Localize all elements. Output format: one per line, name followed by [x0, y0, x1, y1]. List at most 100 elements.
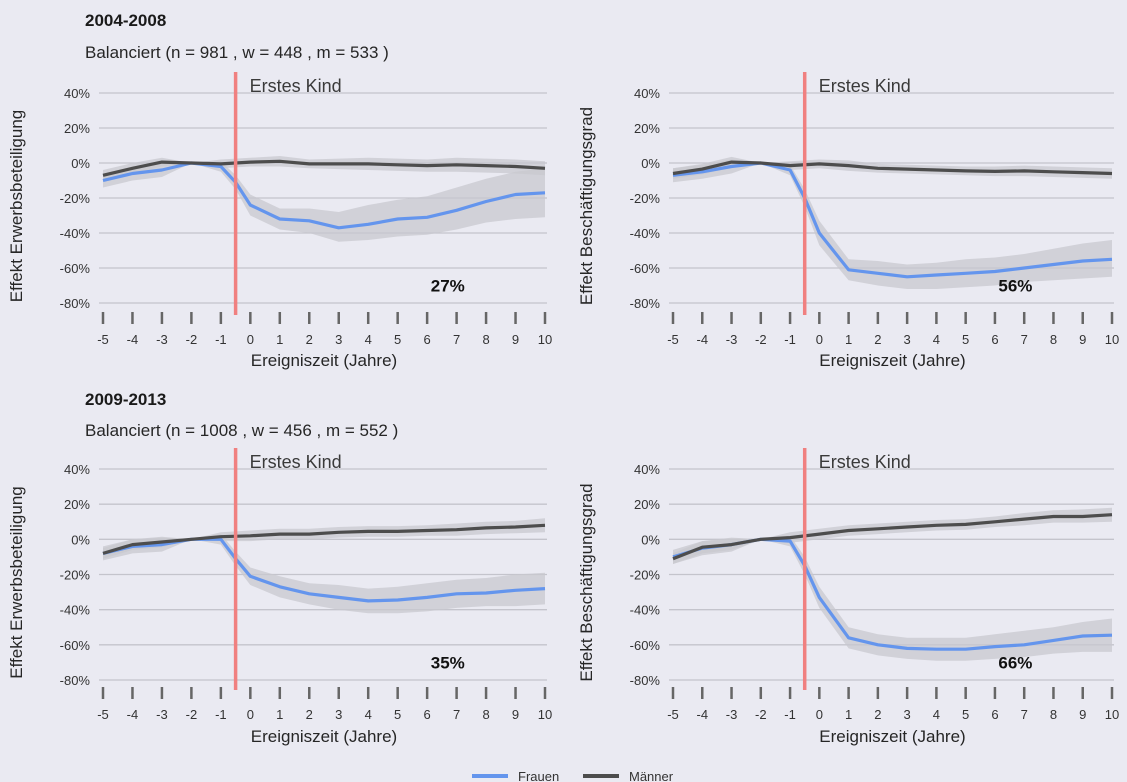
x-tick-label: -3 [156, 707, 168, 722]
x-tick-label: -4 [696, 707, 708, 722]
y-tick-label: 0% [71, 532, 90, 547]
x-tick-label: 7 [1021, 707, 1028, 722]
x-tick-label: -1 [215, 332, 227, 347]
x-tick-label: -2 [186, 707, 198, 722]
section-subtitle-1: Balanciert (n = 981 , w = 448 , m = 533 … [85, 43, 389, 62]
series-line-maenner [102, 159, 546, 177]
y-axis-title: Effekt Beschäftigungsgrad [577, 107, 596, 305]
y-axis-title: Effekt Erwerbsbeteiligung [7, 110, 26, 302]
x-tick-label: -3 [156, 332, 168, 347]
x-tick-label: 5 [962, 332, 969, 347]
y-tick-label: 20% [64, 497, 90, 512]
section-title-1: 2004-2008 [85, 11, 166, 30]
y-axis-title: Effekt Beschäftigungsgrad [577, 483, 596, 681]
x-tick-label: 1 [276, 332, 283, 347]
effect-annotation: 35% [431, 653, 465, 672]
ci-band-maenner [103, 518, 545, 559]
x-axis-title: Ereigniszeit (Jahre) [819, 351, 965, 370]
y-tick-label: -20% [60, 568, 91, 583]
section-subtitle-2: Balanciert (n = 1008 , w = 456 , m = 552… [85, 421, 398, 440]
x-tick-label: 3 [904, 332, 911, 347]
x-tick-label: 4 [933, 332, 940, 347]
x-tick-label: -3 [726, 332, 738, 347]
legend-label-maenner: Männer [629, 769, 674, 782]
x-tick-label: 1 [276, 707, 283, 722]
x-tick-label: -2 [755, 707, 767, 722]
x-tick-label: 5 [394, 332, 401, 347]
x-tick-label: 10 [1105, 332, 1119, 347]
legend: Frauen Männer [472, 769, 674, 782]
effect-annotation: 56% [998, 277, 1032, 296]
ci-band-frauen [673, 159, 1112, 289]
y-tick-label: -60% [60, 638, 91, 653]
x-tick-label: 6 [424, 332, 431, 347]
x-tick-label: -5 [667, 707, 679, 722]
effect-annotation: 27% [431, 277, 465, 296]
ci-band-frauen [103, 534, 545, 614]
x-tick-label: -5 [97, 332, 109, 347]
series-line-maenner [672, 513, 1113, 561]
x-tick-label: 2 [874, 332, 881, 347]
y-tick-label: -80% [60, 296, 91, 311]
x-tick-label: 8 [482, 707, 489, 722]
x-tick-label: 5 [962, 707, 969, 722]
x-axis-title: Ereigniszeit (Jahre) [819, 727, 965, 746]
x-tick-label: -1 [784, 707, 796, 722]
x-tick-label: 9 [1079, 707, 1086, 722]
x-tick-label: 9 [512, 332, 519, 347]
y-tick-label: 40% [64, 462, 90, 477]
series-line-maenner [672, 160, 1113, 176]
panel-top-left: -80% -60% -40% -20% 0% 20% 40% Erstes Kind 27% -5… [7, 72, 552, 370]
y-tick-label: 40% [634, 462, 660, 477]
y-tick-label: 40% [634, 86, 660, 101]
y-tick-label: -80% [630, 296, 661, 311]
x-tick-label: -4 [127, 707, 139, 722]
x-tick-label: 9 [512, 707, 519, 722]
x-tick-label: 4 [933, 707, 940, 722]
x-tick-label: -1 [215, 707, 227, 722]
x-tick-label: -2 [186, 332, 198, 347]
legend-label-frauen: Frauen [518, 769, 559, 782]
x-tick-label: 6 [991, 332, 998, 347]
x-tick-label: 0 [816, 707, 823, 722]
x-tick-label: 4 [365, 707, 372, 722]
y-tick-label: 0% [641, 156, 660, 171]
x-tick-label: 1 [845, 332, 852, 347]
section-title-2: 2009-2013 [85, 390, 166, 409]
x-tick-label: 0 [816, 332, 823, 347]
y-tick-label: 40% [64, 86, 90, 101]
y-tick-label: -40% [60, 226, 91, 241]
x-tick-label: 10 [1105, 707, 1119, 722]
x-tick-label: 7 [1021, 332, 1028, 347]
effect-annotation: 66% [998, 653, 1032, 672]
x-tick-label: 5 [394, 707, 401, 722]
x-tick-label: -4 [696, 332, 708, 347]
x-tick-label: 2 [874, 707, 881, 722]
y-tick-label: 0% [71, 156, 90, 171]
x-tick-label: 10 [538, 332, 552, 347]
x-tick-label: 6 [424, 707, 431, 722]
x-tick-label: 7 [453, 332, 460, 347]
event-label: Erstes Kind [250, 452, 342, 472]
x-tick-label: -1 [784, 332, 796, 347]
ci-band-frauen [103, 161, 545, 242]
y-tick-label: -80% [630, 673, 661, 688]
x-tick-label: 8 [1050, 332, 1057, 347]
y-axis-title: Effekt Erwerbsbeteiligung [7, 486, 26, 678]
x-tick-label: 0 [247, 332, 254, 347]
x-tick-label: 3 [335, 332, 342, 347]
x-tick-label: 9 [1079, 332, 1086, 347]
x-tick-label: -4 [127, 332, 139, 347]
y-tick-label: -60% [60, 261, 91, 276]
event-label: Erstes Kind [819, 452, 911, 472]
y-tick-label: -40% [630, 603, 661, 618]
panel-bottom-left: -80% -60% -40% -20% 0% 20% 40% Erstes Kind 35% -5… [7, 448, 552, 746]
x-tick-label: 2 [306, 332, 313, 347]
x-tick-label: 8 [482, 332, 489, 347]
x-tick-label: -5 [667, 332, 679, 347]
series-line-maenner [102, 523, 546, 555]
panel-top-right: -80% -60% -40% -20% 0% 20% 40% Erstes Kind 56% -5… [577, 72, 1119, 370]
event-label: Erstes Kind [250, 76, 342, 96]
x-tick-label: 4 [365, 332, 372, 347]
